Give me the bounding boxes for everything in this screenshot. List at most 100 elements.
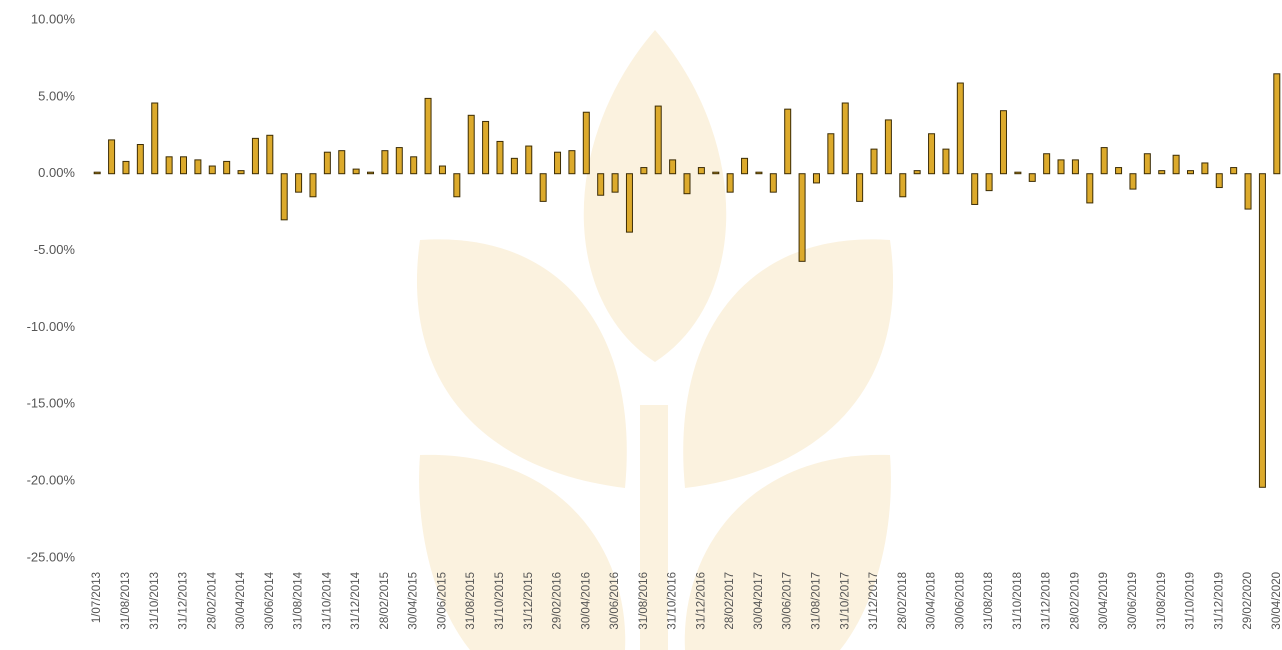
x-tick-label: 31/12/2015: [523, 572, 535, 630]
bar: [339, 151, 345, 174]
chart: 10.00%5.00%0.00%-5.00%-10.00%-15.00%-20.…: [0, 0, 1282, 650]
x-tick-label: 29/02/2020: [1242, 572, 1254, 630]
bar: [540, 174, 546, 202]
bar: [957, 83, 963, 174]
bar: [770, 174, 776, 192]
x-tick-label: 31/10/2015: [494, 572, 506, 630]
x-tick-label: 31/08/2013: [120, 572, 132, 630]
bar: [612, 174, 618, 192]
bar: [871, 149, 877, 174]
x-tick-label: 30/04/2017: [753, 572, 765, 630]
bar: [555, 152, 561, 174]
x-tick-label: 30/04/2015: [408, 572, 420, 630]
x-tick-label: 30/04/2019: [1098, 572, 1110, 630]
bar: [468, 115, 474, 173]
bar: [972, 174, 978, 205]
y-tick-label: 5.00%: [38, 88, 75, 103]
bar: [785, 109, 791, 174]
bar: [626, 174, 632, 232]
y-tick-label: -15.00%: [27, 396, 76, 411]
bar: [296, 174, 302, 192]
x-tick-label: 31/08/2018: [983, 572, 995, 630]
bar: [1187, 171, 1193, 174]
x-tick-label: 30/06/2019: [1127, 572, 1139, 630]
bar: [943, 149, 949, 174]
bar: [727, 174, 733, 192]
bar: [929, 134, 935, 174]
bar: [1058, 160, 1064, 174]
x-tick-label: 31/12/2019: [1213, 572, 1225, 630]
x-tick-label: 31/10/2019: [1185, 572, 1197, 630]
bar: [454, 174, 460, 197]
x-tick-label: 31/12/2013: [178, 572, 190, 630]
bar: [1116, 168, 1122, 174]
bar: [1231, 168, 1237, 174]
x-tick-label: 30/06/2017: [782, 572, 794, 630]
y-tick-label: -5.00%: [34, 242, 76, 257]
bar: [569, 151, 575, 174]
x-tick-label: 31/08/2016: [638, 572, 650, 630]
bar: [857, 174, 863, 202]
bar: [641, 168, 647, 174]
x-tick-label: 30/06/2014: [264, 571, 276, 629]
bar: [914, 171, 920, 174]
x-tick-label: 30/04/2018: [926, 572, 938, 630]
bar: [1216, 174, 1222, 188]
bar: [713, 172, 719, 174]
bar: [1101, 148, 1107, 174]
bar: [425, 98, 431, 173]
bar: [123, 161, 129, 173]
x-tick-label: 31/12/2018: [1041, 572, 1053, 630]
bar: [742, 158, 748, 173]
bar: [1130, 174, 1136, 189]
bar: [181, 157, 187, 174]
bar: [109, 140, 115, 174]
bar: [310, 174, 316, 197]
x-tick-label: 31/10/2014: [321, 571, 333, 629]
bar: [698, 168, 704, 174]
bar: [900, 174, 906, 197]
bar: [1072, 160, 1078, 174]
x-tick-label: 1/07/2013: [91, 572, 103, 623]
bar: [497, 141, 503, 173]
x-tick-label: 28/02/2015: [379, 572, 391, 630]
bar: [799, 174, 805, 262]
bar: [1000, 111, 1006, 174]
y-tick-label: 10.00%: [31, 11, 76, 26]
bar: [94, 172, 100, 174]
bar: [986, 174, 992, 191]
bar: [756, 172, 762, 174]
x-tick-label: 31/10/2017: [839, 572, 851, 630]
bar: [813, 174, 819, 183]
bar: [238, 171, 244, 174]
bar: [511, 158, 517, 173]
bar: [281, 174, 287, 220]
bar: [152, 103, 158, 174]
x-tick-label: 30/04/2016: [580, 572, 592, 630]
bar: [842, 103, 848, 174]
bar: [583, 112, 589, 173]
x-tick-label: 31/08/2019: [1156, 572, 1168, 630]
bar: [382, 151, 388, 174]
x-tick-label: 30/04/2020: [1271, 572, 1282, 630]
bar: [224, 161, 230, 173]
bar: [1144, 154, 1150, 174]
bar: [252, 138, 258, 173]
x-tick-label: 31/10/2018: [1012, 572, 1024, 630]
bar: [368, 172, 374, 174]
bar: [1245, 174, 1251, 209]
x-tick-label: 31/12/2014: [350, 571, 362, 629]
x-tick-label: 30/06/2018: [954, 572, 966, 630]
y-tick-label: -25.00%: [27, 549, 76, 564]
bar: [324, 152, 330, 174]
bar: [195, 160, 201, 174]
bar: [411, 157, 417, 174]
bar: [267, 135, 273, 173]
x-tick-label: 31/08/2014: [293, 571, 305, 629]
x-tick-label: 28/02/2018: [897, 572, 909, 630]
bar: [598, 174, 604, 196]
x-tick-label: 30/06/2016: [609, 572, 621, 630]
bar: [439, 166, 445, 174]
bar: [670, 160, 676, 174]
y-tick-label: 0.00%: [38, 165, 75, 180]
